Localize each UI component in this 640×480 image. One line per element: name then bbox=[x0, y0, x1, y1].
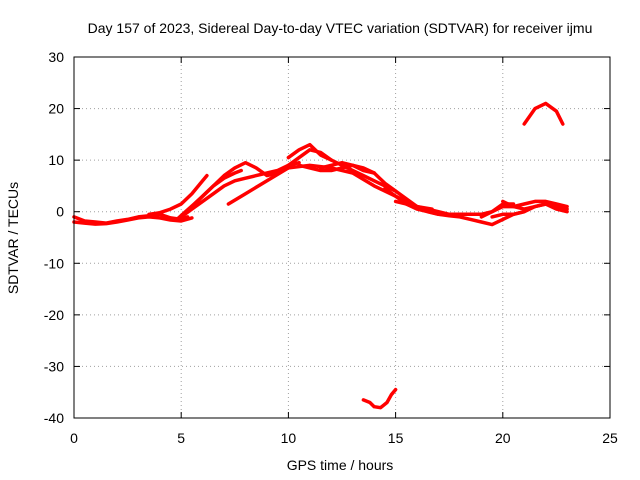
series-track-14 bbox=[490, 202, 569, 219]
x-tick-label: 15 bbox=[388, 430, 404, 446]
series-track-8 bbox=[286, 142, 398, 193]
series-track-10 bbox=[318, 160, 376, 175]
x-tick-label: 5 bbox=[177, 430, 185, 446]
series-track-17 bbox=[361, 387, 398, 410]
y-tick-label: 10 bbox=[48, 152, 64, 168]
y-tick-label: -20 bbox=[44, 307, 64, 323]
x-axis-label: GPS time / hours bbox=[287, 457, 394, 473]
series-track-15 bbox=[501, 199, 569, 209]
y-tick-label: -40 bbox=[44, 410, 64, 426]
series-track-16 bbox=[522, 101, 565, 126]
series-layer bbox=[72, 101, 569, 410]
chart-title: Day 157 of 2023, Sidereal Day-to-day VTE… bbox=[88, 20, 593, 36]
y-tick-label: -30 bbox=[44, 358, 64, 374]
series-track-6 bbox=[190, 148, 334, 209]
plot-frame bbox=[73, 56, 611, 419]
y-tick-label: 20 bbox=[48, 101, 64, 117]
axis-ticks: 0 5 10 15 20 25 -40 -30 -20 -10 0 10 20 30 bbox=[44, 49, 618, 446]
x-tick-label: 10 bbox=[281, 430, 297, 446]
y-tick-label: 0 bbox=[56, 204, 64, 220]
x-tick-label: 20 bbox=[495, 430, 511, 446]
series-track-3 bbox=[147, 173, 209, 217]
y-tick-label: 30 bbox=[48, 49, 64, 65]
x-tick-label: 0 bbox=[70, 430, 78, 446]
x-tick-label: 25 bbox=[602, 430, 618, 446]
series-track-2 bbox=[72, 215, 194, 226]
y-axis-label: SDTVAR / TECUs bbox=[5, 182, 21, 294]
y-tick-label: -10 bbox=[44, 255, 64, 271]
grid bbox=[74, 57, 610, 418]
